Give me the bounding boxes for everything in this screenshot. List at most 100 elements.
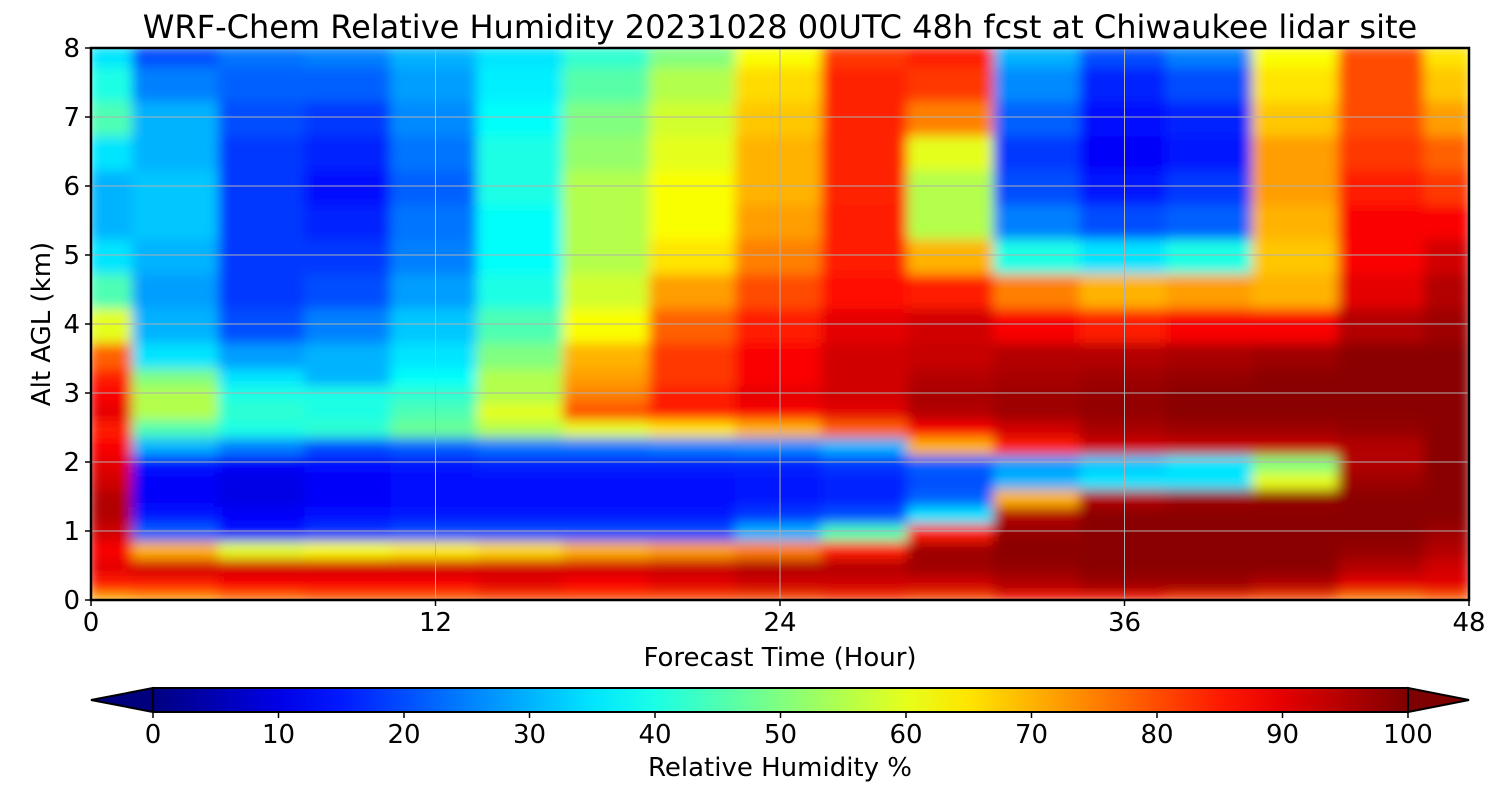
heatmap-cell xyxy=(1251,589,1342,600)
heatmap-cell xyxy=(1423,503,1469,525)
heatmap-cell xyxy=(821,132,912,171)
heatmap-cell xyxy=(218,416,309,439)
heatmap-cell xyxy=(821,63,912,102)
heatmap-cell xyxy=(648,537,739,559)
heatmap-cell xyxy=(1251,503,1342,525)
heatmap-cell xyxy=(218,270,309,309)
heatmap-cell xyxy=(821,270,912,309)
heatmap-cell xyxy=(1337,572,1428,594)
colorbar-tick-label: 40 xyxy=(638,720,671,750)
heatmap-cell xyxy=(218,537,309,559)
heatmap-cell xyxy=(562,468,653,490)
heatmap-cell xyxy=(1423,589,1469,600)
heatmap-cell xyxy=(304,416,395,439)
heatmap-cell xyxy=(1423,416,1469,439)
heatmap-cell xyxy=(821,48,912,68)
heatmap-cell xyxy=(993,48,1084,68)
heatmap-cell xyxy=(648,48,739,68)
heatmap-cell xyxy=(562,434,653,456)
heatmap-cell xyxy=(1165,537,1256,559)
x-tick-label: 12 xyxy=(419,608,452,638)
heatmap-cell xyxy=(821,468,912,490)
heatmap-cell xyxy=(91,339,137,370)
heatmap-cell xyxy=(91,554,137,577)
x-tick-label: 36 xyxy=(1108,608,1141,638)
heatmap-cell xyxy=(218,572,309,594)
colorbar-tick-label: 60 xyxy=(889,720,922,750)
chart-title: WRF-Chem Relative Humidity 20231028 00UT… xyxy=(143,8,1417,46)
heatmap-cell xyxy=(993,63,1084,102)
x-tick-label: 24 xyxy=(763,608,796,638)
heatmap-cell xyxy=(218,554,309,577)
heatmap-cell xyxy=(1251,201,1342,240)
heatmap-cell xyxy=(1337,434,1428,456)
heatmap-cell xyxy=(218,434,309,456)
heatmap-cell xyxy=(132,503,223,525)
heatmap-cell xyxy=(1165,572,1256,594)
heatmap-cell xyxy=(993,554,1084,577)
x-tick-label: 0 xyxy=(83,608,100,638)
heatmap-cell xyxy=(91,434,137,456)
heatmap-cell xyxy=(1423,468,1469,490)
heatmap-cell xyxy=(1423,270,1469,309)
heatmap-cell xyxy=(218,48,309,68)
colorbar-tick-label: 70 xyxy=(1015,720,1048,750)
heatmap-cell xyxy=(132,48,223,68)
heatmap-cell xyxy=(562,365,653,387)
colorbar-tick-label: 20 xyxy=(387,720,420,750)
heatmap-cell xyxy=(993,572,1084,594)
heatmap-cell xyxy=(1423,554,1469,577)
heatmap-cell xyxy=(476,270,567,309)
heatmap-cell xyxy=(132,63,223,102)
heatmap-cell xyxy=(476,48,567,68)
heatmap-cell xyxy=(993,365,1084,387)
heatmap-cell xyxy=(1251,270,1342,309)
heatmap-cell xyxy=(907,537,998,559)
heatmap-cell xyxy=(132,572,223,594)
heatmap-cell xyxy=(304,572,395,594)
heatmap-cell xyxy=(1337,132,1428,171)
heatmap-cell xyxy=(304,365,395,387)
heatmap-cell xyxy=(907,48,998,68)
heatmap-cell xyxy=(1251,434,1342,456)
heatmap-cell xyxy=(1337,589,1428,600)
heatmap-cell xyxy=(218,503,309,525)
heatmap-cell xyxy=(907,485,998,508)
heatmap-cell xyxy=(648,554,739,577)
heatmap-cell xyxy=(91,589,137,600)
heatmap-cell xyxy=(821,365,912,387)
heatmap-cell xyxy=(91,48,137,68)
heatmap-cell xyxy=(1423,339,1469,370)
heatmap-cell xyxy=(91,572,137,594)
heatmap-cell xyxy=(1337,365,1428,387)
heatmap-cell xyxy=(1251,554,1342,577)
heatmap-cell xyxy=(476,572,567,594)
heatmap-cell xyxy=(1337,416,1428,439)
heatmap-cell xyxy=(907,416,998,439)
heatmap-cell xyxy=(1423,485,1469,508)
heatmap-cell xyxy=(1165,468,1256,490)
heatmap-cell xyxy=(648,201,739,240)
heatmap-cell xyxy=(1423,434,1469,456)
heatmap-cell xyxy=(476,554,567,577)
heatmap-cell xyxy=(648,399,739,421)
heatmap-cell xyxy=(132,365,223,387)
heatmap-cell xyxy=(1165,132,1256,171)
heatmap-cell xyxy=(218,589,309,600)
heatmap-cell xyxy=(476,537,567,559)
heatmap-cell xyxy=(1165,63,1256,102)
heatmap-cell xyxy=(562,270,653,309)
colorbar-label: Relative Humidity % xyxy=(648,753,912,783)
heatmap-cell xyxy=(1165,434,1256,456)
heatmap-cell xyxy=(476,132,567,171)
colorbar-gradient xyxy=(152,687,1409,713)
heatmap-cell xyxy=(1337,468,1428,490)
heatmap-cell xyxy=(993,468,1084,490)
heatmap-cell xyxy=(91,537,137,559)
heatmap-cell xyxy=(1337,399,1428,421)
heatmap-cell xyxy=(1165,270,1256,309)
heatmap-cell xyxy=(1337,270,1428,309)
heatmap-cell xyxy=(476,339,567,370)
colorbar-extend-high xyxy=(1407,686,1470,714)
heatmap-cell xyxy=(132,339,223,370)
